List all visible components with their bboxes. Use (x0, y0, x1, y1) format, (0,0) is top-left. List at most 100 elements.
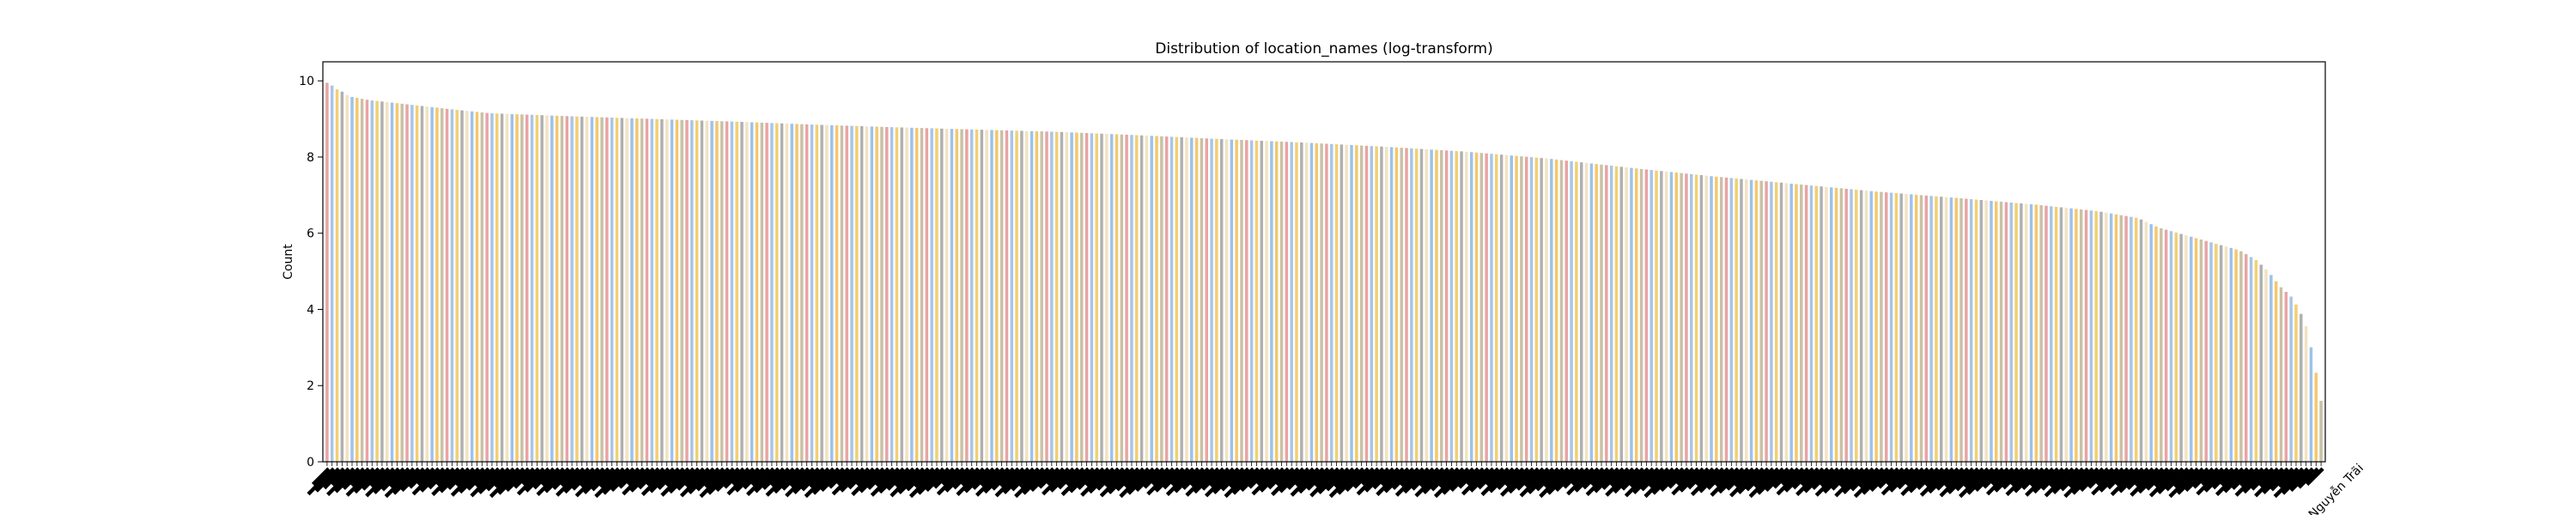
x-category-label (2165, 467, 2190, 492)
bar (850, 125, 854, 462)
x-category-label (1800, 467, 1820, 487)
x-category-label (1524, 467, 1545, 488)
bar (810, 124, 814, 462)
x-category-label (1419, 467, 1440, 488)
bar (1005, 130, 1009, 462)
x-category-label (1391, 467, 1415, 490)
plot-frame (322, 61, 2326, 463)
x-category-label (470, 467, 501, 498)
bar (1120, 134, 1124, 462)
x-category-label (1543, 467, 1565, 488)
bar (1060, 131, 1064, 462)
x-category-label (459, 467, 485, 494)
bar (645, 118, 649, 462)
bar (1030, 130, 1034, 462)
bar (1315, 142, 1319, 463)
x-category-label (307, 467, 336, 496)
x-category-label (2134, 467, 2154, 488)
bar (2199, 239, 2203, 462)
bar (980, 130, 984, 463)
bar (560, 116, 564, 462)
bar (745, 122, 749, 463)
bar (600, 117, 604, 462)
x-category-label (1640, 467, 1665, 492)
bar (740, 122, 744, 462)
chart-title: Distribution of location_names (log-tran… (1155, 40, 1492, 58)
y-tick-label: 6 (307, 227, 314, 241)
bar (735, 121, 738, 463)
x-category-label (1814, 467, 1844, 497)
x-category-label (726, 467, 756, 496)
x-category-label (1900, 467, 1929, 496)
x-category-label (1038, 467, 1060, 489)
bar (780, 123, 784, 462)
bar (1320, 143, 1323, 462)
x-category-label (610, 467, 635, 493)
bar (2279, 287, 2283, 462)
bar (2169, 231, 2173, 462)
x-category-label (696, 467, 720, 492)
bar (1190, 137, 1194, 463)
x-category-label (1539, 467, 1570, 499)
bar (1359, 145, 1364, 462)
bar (795, 124, 799, 463)
bar (1274, 141, 1279, 462)
x-category-label (1279, 467, 1305, 494)
x-category-label (552, 467, 575, 490)
x-category-label (474, 467, 495, 488)
x-category-label (1270, 467, 1300, 496)
x-category-label (1189, 467, 1210, 488)
x-category-label (1990, 467, 2010, 486)
x-category-label (878, 467, 905, 494)
bar (1559, 160, 1564, 462)
bar (755, 122, 759, 463)
x-category-label (1414, 467, 1445, 498)
x-category-label (1853, 467, 1885, 499)
x-category-label (622, 467, 650, 496)
bar (2300, 313, 2303, 462)
bar (415, 105, 419, 462)
x-category-label (1698, 467, 1725, 494)
x-category-label (497, 467, 526, 495)
x-category-label (1309, 467, 1340, 498)
bar (2084, 209, 2088, 463)
x-category-label (365, 467, 396, 498)
x-category-label (980, 467, 1000, 488)
bar (2075, 209, 2078, 462)
bar (1139, 135, 1144, 462)
x-category-label (1838, 467, 1860, 488)
bar (1704, 175, 1708, 462)
bar (1230, 139, 1234, 463)
x-category-label (1792, 467, 1815, 490)
bar (2034, 204, 2038, 462)
bar (1024, 130, 1029, 462)
x-category-label (1546, 467, 1575, 495)
x-category-label (1209, 467, 1230, 488)
x-category-label (1566, 467, 1595, 496)
x-category-label (1582, 467, 1605, 490)
bar (625, 118, 629, 462)
bar (585, 117, 589, 462)
bar (470, 111, 474, 462)
bar (2149, 224, 2153, 462)
bar (340, 91, 344, 463)
x-category-label (762, 467, 786, 490)
bar (2109, 213, 2113, 462)
bar (1150, 136, 1153, 463)
x-category-label (908, 467, 940, 499)
x-category-label (866, 467, 890, 490)
x-category-label (665, 467, 685, 488)
x-category-label (679, 467, 710, 498)
x-category-label (1695, 467, 1715, 487)
x-category-label (1889, 467, 1915, 493)
bar (1630, 167, 1633, 462)
x-category-label (1361, 467, 1380, 486)
x-category-label (1224, 467, 1255, 499)
x-category-label (2095, 467, 2115, 486)
bar (2219, 245, 2223, 462)
x-category-label (804, 467, 835, 499)
bar (835, 125, 839, 463)
x-category-label (2099, 467, 2124, 493)
bar (1894, 193, 1899, 462)
